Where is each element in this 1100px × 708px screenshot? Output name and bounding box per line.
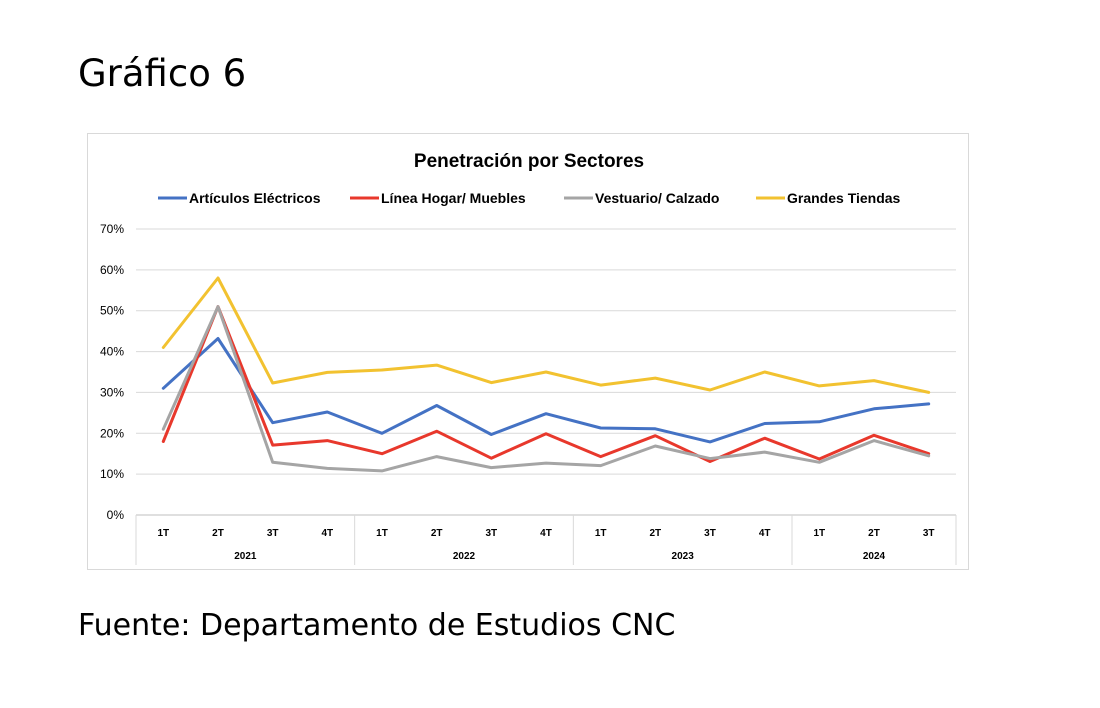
x-tick-label: 2T <box>868 528 880 539</box>
x-group-label: 2021 <box>234 551 257 562</box>
x-tick-label: 4T <box>321 528 333 539</box>
chart-frame: Penetración por Sectores Artículos Eléct… <box>87 133 969 570</box>
x-tick-label: 4T <box>540 528 552 539</box>
x-tick-label: 3T <box>704 528 716 539</box>
series-line <box>161 337 931 444</box>
legend-label: Grandes Tiendas <box>787 190 901 206</box>
x-axis: 1T 2T 3T 4T 1T 2T 3T 4T 1T 2T 3T 4T 1T 2T 3T 2021 2022 20… <box>135 515 957 565</box>
y-tick-label: 40% <box>100 345 124 359</box>
series-line <box>161 276 931 394</box>
x-tick-label: 1T <box>376 528 388 539</box>
line-chart: Penetración por Sectores Artículos Eléct… <box>100 151 957 565</box>
x-tick-label: 2T <box>212 528 224 539</box>
x-tick-label: 1T <box>595 528 607 539</box>
series-lines <box>161 276 931 473</box>
chart-legend: Artículos Eléctricos Línea Hogar/ Muebles… <box>158 190 901 206</box>
x-group-label: 2024 <box>863 551 886 562</box>
y-tick-label: 20% <box>100 426 124 440</box>
x-tick-label: 2T <box>431 528 443 539</box>
x-tick-label: 3T <box>485 528 497 539</box>
x-tick-label: 3T <box>267 528 279 539</box>
x-tick-label: 1T <box>157 528 169 539</box>
x-group-label: 2023 <box>672 551 695 562</box>
x-tick-label: 4T <box>759 528 771 539</box>
y-tick-label: 60% <box>100 263 124 277</box>
x-tick-label: 2T <box>649 528 661 539</box>
page-heading: Gráfico 6 <box>78 52 247 95</box>
y-tick-label: 0% <box>107 508 125 522</box>
y-tick-label: 30% <box>100 385 124 399</box>
chart-title: Penetración por Sectores <box>414 151 644 172</box>
x-tick-label: 1T <box>813 528 825 539</box>
legend-label: Línea Hogar/ Muebles <box>381 190 526 206</box>
x-group-label: 2022 <box>453 551 476 562</box>
legend-label: Vestuario/ Calzado <box>595 190 719 206</box>
gridlines <box>136 228 956 516</box>
y-axis: 0% 10% 20% 30% 40% 50% 60% 70% <box>100 222 124 522</box>
source-note: Fuente: Departamento de Estudios CNC <box>78 608 676 643</box>
y-tick-label: 70% <box>100 222 124 236</box>
series-line <box>161 305 931 473</box>
series-line <box>161 305 931 463</box>
y-tick-label: 10% <box>100 467 124 481</box>
x-tick-label: 3T <box>923 528 935 539</box>
y-tick-label: 50% <box>100 304 124 318</box>
legend-label: Artículos Eléctricos <box>189 190 321 206</box>
